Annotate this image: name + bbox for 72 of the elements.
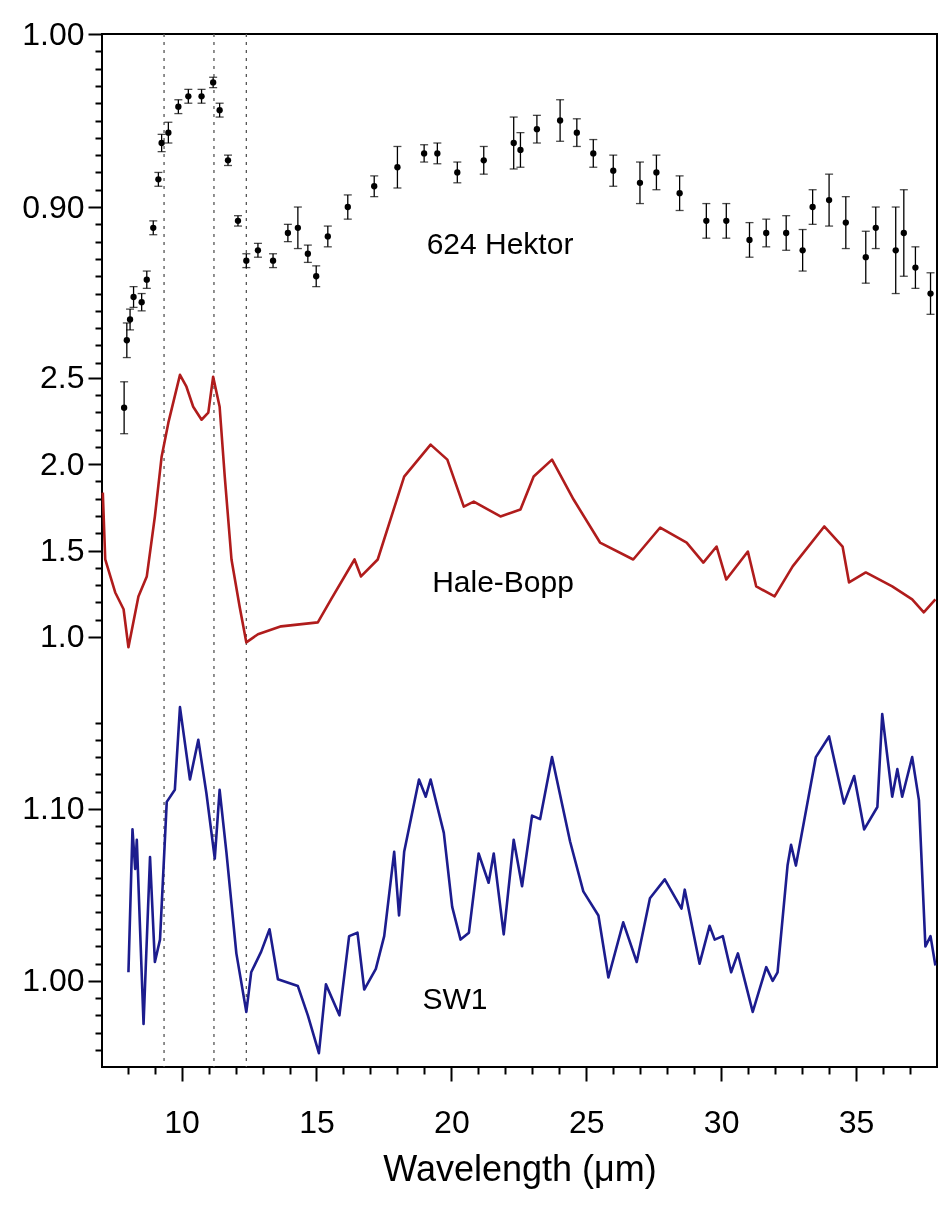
point [165,129,172,136]
point [130,293,137,301]
point [872,224,879,231]
point [556,117,564,124]
point [573,129,580,136]
point [126,316,134,323]
point [510,139,517,147]
point [636,179,644,186]
line-series [101,373,937,649]
point [783,229,790,237]
point [243,257,250,264]
point [480,157,487,164]
point [216,106,223,114]
point [324,233,331,240]
point [746,236,753,244]
x-tick-label: 15 [299,1103,335,1140]
x-tick-label: 35 [838,1103,875,1140]
y-tick-label: 0.90 [22,188,85,225]
point [120,404,128,411]
point [517,146,524,154]
point [313,273,320,280]
point [155,176,162,183]
point [809,203,816,211]
series-label: 624 Hektor [426,227,574,260]
point [434,150,441,157]
x-axis-title: Wavelength (μm) [383,1147,657,1189]
point [610,167,617,174]
y2-tick-label: 2.5 [40,359,85,396]
point [254,247,262,254]
point [723,217,730,225]
point [143,276,150,283]
point [763,229,770,237]
line-series [127,705,937,1055]
point [371,183,378,190]
point [653,169,660,176]
y2-tick-label: 1.0 [40,618,85,655]
x-tick-label: 20 [434,1103,470,1140]
point [676,190,683,197]
point [927,290,934,297]
point [892,247,899,254]
point [454,169,461,176]
x-tick-label: 30 [703,1103,740,1140]
point [294,224,302,231]
point [590,150,597,157]
point [842,219,849,226]
point [284,229,292,237]
point [912,264,919,271]
point [900,229,907,237]
point [703,217,710,225]
point [344,203,351,211]
point [533,126,541,133]
point [123,337,130,344]
point [420,150,428,157]
y2-tick-label: 1.5 [40,532,85,568]
point [175,103,182,110]
point [185,93,192,100]
point [269,257,277,264]
series-label: Hale-Bopp [432,565,574,598]
x-tick-label: 10 [164,1103,200,1140]
point [158,139,165,147]
point [138,299,145,306]
point [304,250,312,257]
point [799,247,806,254]
point [825,196,833,204]
point [862,254,869,261]
point [394,164,401,171]
point [198,93,205,100]
y2-tick-label: 2.0 [40,445,85,482]
point [150,224,157,231]
x-tick-label: 25 [568,1103,605,1140]
series-label: SW1 [422,982,488,1015]
y3-tick-label: 1.10 [22,790,85,827]
